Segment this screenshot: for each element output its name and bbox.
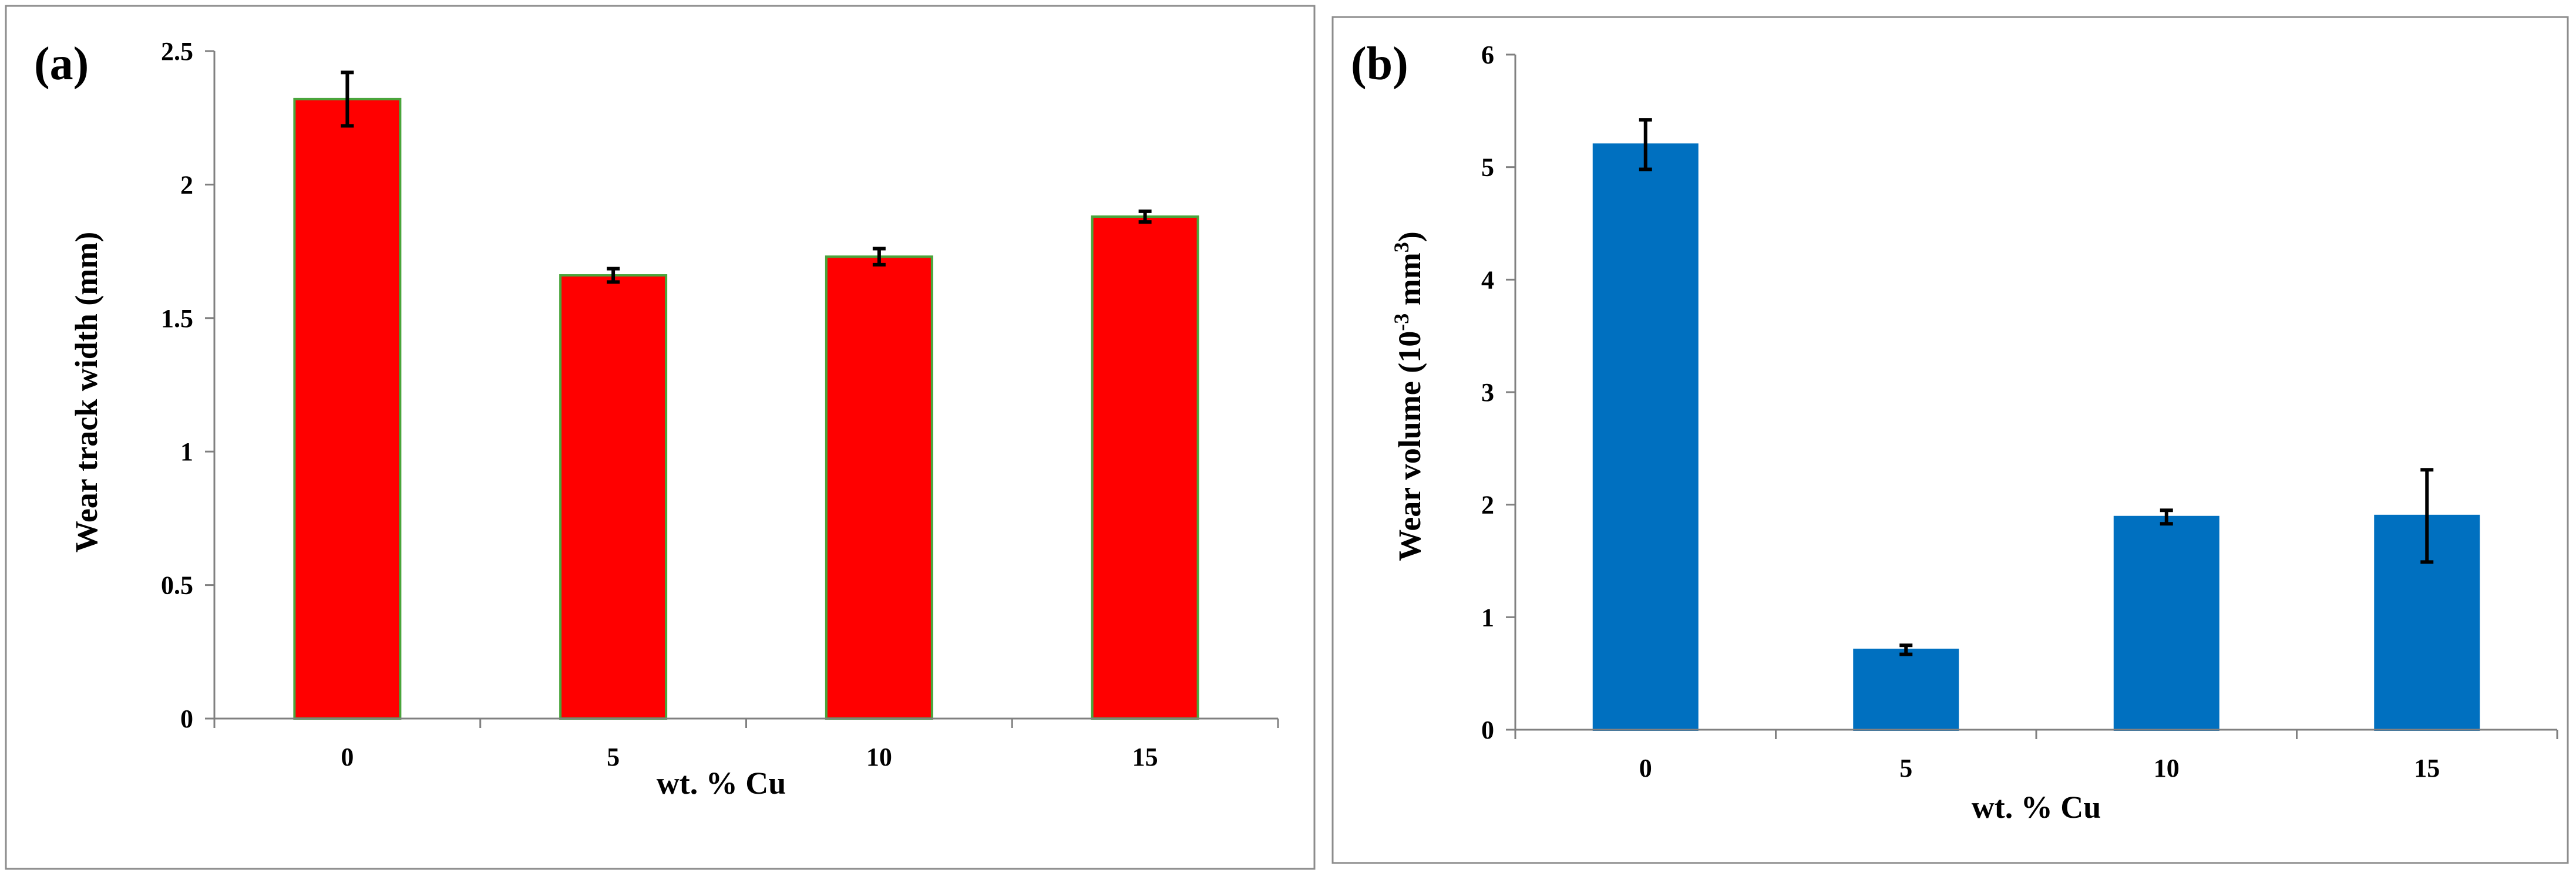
panel-b-x-tick-label-10: 10 [2154, 754, 2180, 783]
panel-a-x-tick-label-10: 10 [866, 743, 892, 771]
panel-b-y-tick-label-6: 6 [1481, 41, 1494, 69]
panel-b-x-axis-title: wt. % Cu [1972, 790, 2101, 825]
panel-a-bar-5 [559, 274, 668, 720]
panel-a-y-tick-label-0: 0 [180, 704, 193, 733]
panel-a-y-tick-label-1.5: 1.5 [161, 304, 193, 333]
panel-b-y-tick-label-0: 0 [1481, 716, 1494, 744]
panel-b-y-tick-label-2: 2 [1481, 491, 1494, 520]
panel-a-y-tick-label-2: 2 [180, 170, 193, 199]
panel-b-x-tick-label-5: 5 [1899, 754, 1912, 783]
panel-a-y-tick-label-2.5: 2.5 [161, 37, 193, 66]
panel-a-x-axis-title: wt. % Cu [657, 766, 786, 801]
panel-b-y-axis-title-main: Wear volume (10 [1392, 331, 1427, 561]
panel-a-y-tick-label-1: 1 [180, 437, 193, 466]
panel-a-bar-15 [1091, 215, 1199, 720]
panel-b-y-axis-title-end: ) [1392, 231, 1427, 242]
panel-b-y-tick-label-5: 5 [1481, 153, 1494, 182]
panel-b-x-tick-label-15: 15 [2414, 754, 2440, 783]
panel-b-frame [1331, 16, 2569, 864]
panel-b-label: (b) [1351, 38, 1408, 90]
panel-b-bar-10 [2113, 515, 2219, 731]
panel-a-x-tick-label-0: 0 [341, 743, 354, 771]
panel-b-y-tick-label-3: 3 [1481, 378, 1494, 407]
panel-a-bar-0 [293, 97, 402, 720]
panel-b-y-tick-label-4: 4 [1481, 265, 1494, 294]
panel-b-bar-5 [1853, 648, 1959, 731]
panel-a-y-tick-label-0.5: 0.5 [161, 571, 193, 600]
panel-a-x-tick-label-5: 5 [607, 743, 620, 771]
panel-a-x-tick-label-15: 15 [1132, 743, 1158, 771]
panel-b-x-tick-label-0: 0 [1639, 754, 1652, 783]
panel-b: (b) 0 5 10 15 0 1 2 3 4 5 6 wt. % Cu Wear volume (… [1331, 16, 2569, 864]
panel-a-label: (a) [34, 38, 89, 90]
panel-b-bar-0 [1592, 143, 1699, 731]
panel-b-y-axis-title: Wear volume (10-3 mm3) [1390, 231, 1427, 561]
panel-a-bar-10 [825, 255, 933, 720]
panel-b-y-axis-title-mid: mm [1392, 252, 1427, 313]
panel-a: (a) 0 5 10 15 0 0.5 1 1.5 2 2.5 wt. % Cu Wear tra… [5, 5, 1316, 870]
panel-b-y-axis-title-sup2: 3 [1390, 242, 1413, 252]
panel-b-y-axis-title-sup1: -3 [1390, 313, 1413, 331]
panel-b-y-tick-label-1: 1 [1481, 603, 1494, 632]
panel-a-y-axis-title: Wear track width (mm) [69, 232, 104, 552]
